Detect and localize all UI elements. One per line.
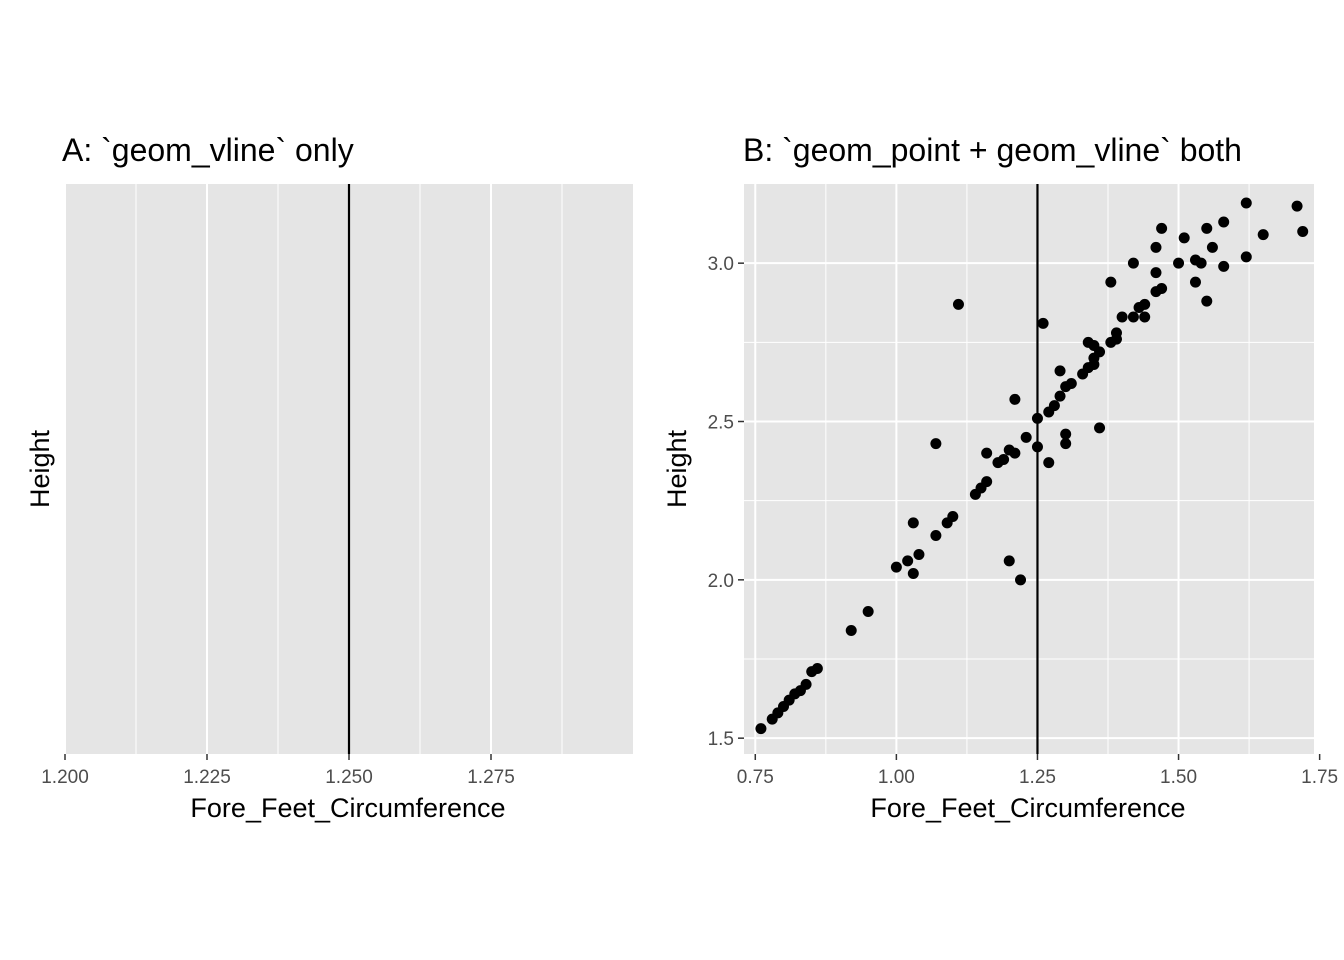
panel-b-data-point <box>1003 555 1015 567</box>
panel-b-y-axis-title: Height <box>662 429 692 508</box>
panel-b-data-point <box>1178 232 1190 244</box>
panel-b-data-point <box>981 476 993 488</box>
panel-b-x-tick-label: 1.25 <box>1019 767 1056 788</box>
panel-b-x-tick-label: 1.50 <box>1160 767 1197 788</box>
panel-b-data-point <box>1156 222 1168 234</box>
panel-a-x-tick-label: 1.250 <box>325 767 373 788</box>
panel-b-data-point <box>902 555 914 567</box>
panel-b-background <box>744 184 1314 754</box>
panel-a: A: `geom_vline` only 1.200 1.225 1.250 1.27… <box>25 132 633 823</box>
panel-b-data-point <box>913 549 925 560</box>
panel-b-data-point <box>1240 197 1252 209</box>
panel-a-x-ticks: 1.200 1.225 1.250 1.275 <box>41 754 515 788</box>
panel-b-y-tick-label: 2.5 <box>708 413 734 434</box>
panel-b-data-point <box>800 678 812 690</box>
panel-b-data-point <box>1065 378 1077 389</box>
panel-b-data-point <box>1116 311 1128 323</box>
panel-b-points <box>755 197 1309 735</box>
panel-b-data-point <box>1048 400 1060 412</box>
panel-b-data-point <box>1127 311 1139 323</box>
panel-b-data-point <box>1257 229 1269 241</box>
panel-a-y-axis-title: Height <box>25 429 55 508</box>
panel-b-data-point <box>1150 241 1162 253</box>
panel-b-x-axis-title: Fore_Feet_Circumference <box>870 793 1185 823</box>
panel-b-data-point <box>1240 251 1252 263</box>
panel-b-y-tick-label: 3.0 <box>708 254 734 275</box>
panel-b-x-tick-label: 1.75 <box>1301 767 1338 788</box>
panel-a-x-tick-label: 1.225 <box>183 767 231 788</box>
panel-b-x-tick-label: 1.00 <box>878 767 915 788</box>
panel-b-data-point <box>1297 226 1309 237</box>
panel-b-data-point <box>1105 276 1117 288</box>
panel-b-data-point <box>1201 295 1213 307</box>
panel-b-data-point <box>1037 317 1049 329</box>
panel-b-y-ticks: 1.5 2.0 2.5 3.0 <box>708 254 744 750</box>
panel-b-data-point <box>1206 241 1218 253</box>
panel-b-data-point <box>947 511 959 522</box>
panel-b-data-point <box>755 723 767 735</box>
panel-b-y-tick-label: 2.0 <box>708 571 734 592</box>
panel-b: B: `geom_point + geom_vline` both 0.75 1.… <box>662 132 1338 823</box>
panel-b-data-point <box>1156 283 1168 294</box>
panel-b-data-point <box>1009 393 1021 405</box>
panel-b-data-point <box>1189 276 1201 288</box>
panel-b-data-point <box>930 438 942 450</box>
panel-a-x-tick-label: 1.275 <box>467 767 515 788</box>
panel-b-data-point <box>1060 438 1072 450</box>
panel-b-x-ticks: 0.75 1.00 1.25 1.50 1.75 <box>737 754 1338 788</box>
panel-b-title: B: `geom_point + geom_vline` both <box>743 132 1242 168</box>
panel-b-data-point <box>1043 457 1055 469</box>
panel-b-x-tick-label: 0.75 <box>737 767 774 788</box>
panel-b-y-tick-label: 1.5 <box>708 729 734 750</box>
panel-b-data-point <box>1150 267 1162 279</box>
panel-b-data-point <box>1291 200 1303 212</box>
panel-b-data-point <box>952 298 964 310</box>
panel-b-data-point <box>1054 365 1066 377</box>
panel-b-data-point <box>1195 257 1207 269</box>
panel-b-data-point <box>930 530 942 541</box>
panel-b-data-point <box>907 517 919 529</box>
panel-b-data-point <box>981 447 993 459</box>
panel-a-x-tick-label: 1.200 <box>41 767 89 788</box>
panel-b-data-point <box>845 625 857 636</box>
panel-b-data-point <box>890 561 902 573</box>
panel-b-data-point <box>998 454 1010 465</box>
panel-b-data-point <box>907 568 919 579</box>
panel-b-data-point <box>1020 431 1032 443</box>
panel-b-data-point <box>1110 327 1122 339</box>
panel-b-data-point <box>1218 216 1230 228</box>
panel-b-data-point <box>1054 390 1066 402</box>
panel-b-data-point <box>1009 447 1021 459</box>
panel-a-title: A: `geom_vline` only <box>62 132 354 168</box>
panel-b-data-point <box>1139 298 1151 310</box>
panel-b-data-point <box>1139 311 1151 323</box>
panel-b-grid <box>744 184 1321 754</box>
panel-b-data-point <box>1060 428 1072 440</box>
panel-b-data-point <box>1094 422 1106 434</box>
panel-b-data-point <box>862 606 874 617</box>
panel-b-data-point <box>1127 257 1139 269</box>
panel-b-data-point <box>811 663 823 674</box>
panel-b-data-point <box>1015 574 1027 586</box>
panel-b-data-point <box>1088 352 1100 364</box>
panel-b-data-point <box>1201 222 1213 234</box>
panel-b-data-point <box>1173 257 1185 269</box>
panel-a-x-axis-title: Fore_Feet_Circumference <box>190 793 505 823</box>
panel-b-data-point <box>1218 260 1230 272</box>
